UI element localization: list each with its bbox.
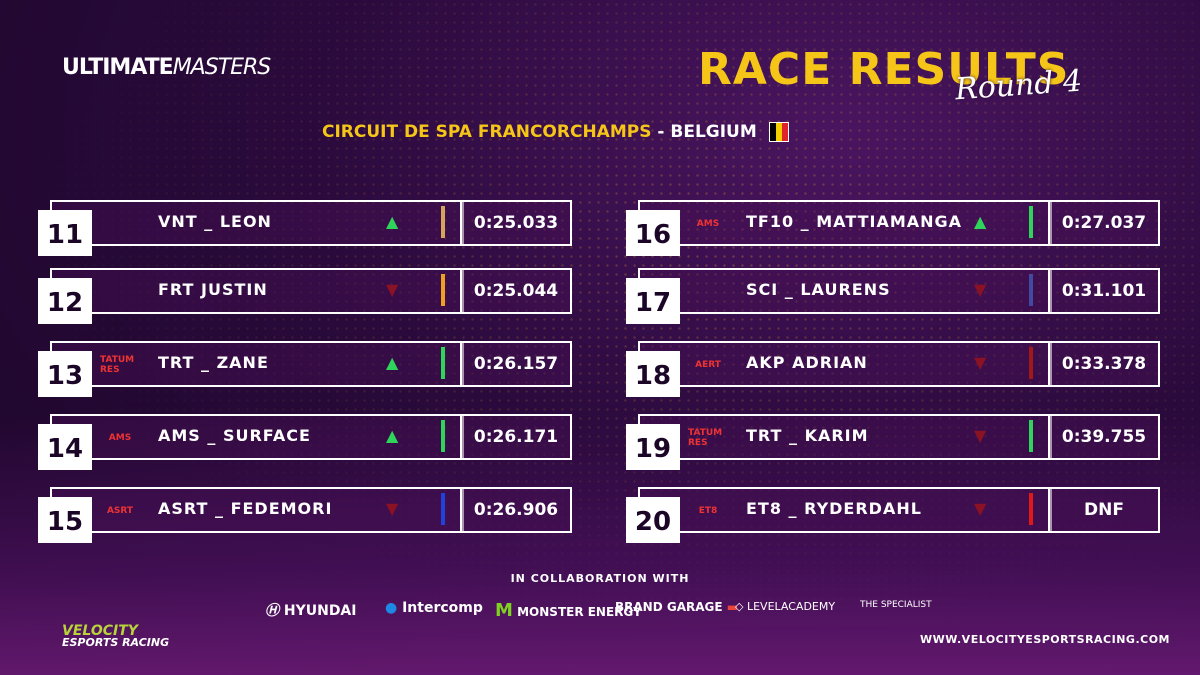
lap-time: 0:31.101 — [1048, 268, 1160, 314]
team-color-bar — [441, 493, 445, 525]
country-name: BELGIUM — [670, 122, 757, 142]
lap-time: 0:25.033 — [460, 200, 572, 246]
position-number: 18 — [626, 351, 680, 397]
driver-name: TRT _ ZANE — [158, 353, 269, 372]
logo-text-ultimate: ULTIMATE — [62, 55, 174, 80]
position-number: 14 — [38, 424, 92, 470]
lap-time: 0:25.044 — [460, 268, 572, 314]
et8-icon: ET8 — [698, 506, 718, 516]
lap-time: 0:26.906 — [460, 487, 572, 533]
driver-box — [638, 414, 1052, 460]
driver-name: TF10 _ MATTIAMANGA — [746, 212, 963, 231]
position-number: 13 — [38, 351, 92, 397]
lap-time: 0:26.157 — [460, 341, 572, 387]
driver-name: FRT JUSTIN — [158, 280, 268, 299]
arrow-down-icon: ▼ — [974, 280, 987, 299]
driver-name: VNT _ LEON — [158, 212, 272, 231]
ams-icon: AMS — [696, 219, 720, 229]
asrt-shark-icon: ASRT — [106, 506, 134, 516]
position-number: 17 — [626, 278, 680, 324]
position-number: 19 — [626, 424, 680, 470]
website-url[interactable]: WWW.VELOCITYESPORTSRACING.COM — [920, 633, 1170, 646]
circuit-name: CIRCUIT DE SPA FRANCORCHAMPS — [322, 122, 652, 142]
lap-time: 0:27.037 — [1048, 200, 1160, 246]
driver-box — [638, 200, 1052, 246]
the-specialist-logo: THE SPECIALIST — [860, 600, 932, 610]
collaboration-label: IN COLLABORATION WITH — [510, 572, 690, 585]
driver-name: SCI _ LAURENS — [746, 280, 891, 299]
driver-name: TRT _ KARIM — [746, 426, 869, 445]
position-number: 20 — [626, 497, 680, 543]
lap-time: 0:33.378 — [1048, 341, 1160, 387]
driver-box — [638, 341, 1052, 387]
circuit-line: CIRCUIT DE SPA FRANCORCHAMPS - BELGIUM — [322, 122, 789, 142]
logo-text-masters: MASTERS — [172, 55, 272, 80]
team-color-bar — [1029, 493, 1033, 525]
brand-garage-logo: BRAND GARAGE ▬ — [615, 600, 739, 614]
monster-energy-logo: Ⅿ MONSTER ENERGY — [495, 600, 642, 621]
aert-icon: AERT — [695, 360, 721, 370]
tatum-icon: TATUM RES — [688, 428, 723, 448]
driver-name: ET8 _ RYDERDAHL — [746, 499, 922, 518]
arrow-up-icon: ▲ — [386, 212, 399, 231]
arrow-down-icon: ▼ — [386, 280, 399, 299]
intercomp-logo: ● Intercomp — [385, 600, 483, 616]
position-number: 16 — [626, 210, 680, 256]
arrow-down-icon: ▼ — [974, 426, 987, 445]
team-color-bar — [1029, 347, 1033, 379]
ams-icon: AMS — [108, 433, 132, 443]
driver-name: AKP ADRIAN — [746, 353, 868, 372]
vnt-bull-icon — [100, 206, 140, 242]
team-color-bar — [1029, 420, 1033, 452]
sci-wolf-icon — [688, 274, 728, 310]
lap-time: 0:39.755 — [1048, 414, 1160, 460]
ultimate-masters-logo: ULTIMATEMASTERS — [62, 55, 272, 80]
team-color-bar — [441, 206, 445, 238]
arrow-up-icon: ▲ — [386, 353, 399, 372]
arrow-down-icon: ▼ — [974, 499, 987, 518]
team-color-bar — [441, 347, 445, 379]
driver-box — [50, 268, 464, 314]
tatum-icon: TATUM RES — [100, 355, 135, 375]
lap-time: DNF — [1048, 487, 1160, 533]
team-color-bar — [1029, 274, 1033, 306]
lap-time: 0:26.171 — [460, 414, 572, 460]
arrow-down-icon: ▼ — [386, 499, 399, 518]
driver-box — [638, 268, 1052, 314]
team-color-bar — [441, 274, 445, 306]
position-number: 11 — [38, 210, 92, 256]
team-color-bar — [1029, 206, 1033, 238]
position-number: 15 — [38, 497, 92, 543]
driver-name: AMS _ SURFACE — [158, 426, 311, 445]
arrow-up-icon: ▲ — [974, 212, 987, 231]
arrow-up-icon: ▲ — [386, 426, 399, 445]
driver-box — [50, 200, 464, 246]
arrow-down-icon: ▼ — [974, 353, 987, 372]
velocity-logo: VELOCITY ESPORTS RACING — [62, 623, 170, 649]
page-title: RACE RESULTS — [698, 44, 1070, 95]
hyundai-logo: Ⓗ HYUNDAI — [265, 603, 357, 619]
position-number: 12 — [38, 278, 92, 324]
driver-box — [50, 414, 464, 460]
driver-box — [50, 487, 464, 533]
driver-box — [50, 341, 464, 387]
level-academy-logo: ◇ LEVELACADEMY — [735, 600, 836, 613]
driver-name: ASRT _ FEDEMORI — [158, 499, 333, 518]
team-color-bar — [441, 420, 445, 452]
frt-lion-icon — [100, 274, 140, 310]
separator: - — [651, 122, 671, 142]
belgium-flag-icon — [768, 122, 789, 142]
